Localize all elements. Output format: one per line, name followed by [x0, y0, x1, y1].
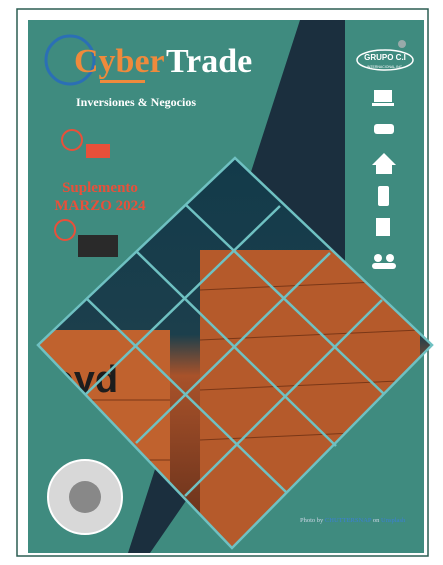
- icon-column: [372, 90, 396, 269]
- logo-name: GRUPO C.I: [364, 53, 406, 62]
- credit-author: CHUTTERSNAP: [325, 517, 372, 524]
- credit-site: Unsplash: [381, 517, 406, 524]
- logo-sub: INTERNACIONAL INC.: [367, 65, 403, 69]
- grid-overlay: [36, 156, 434, 550]
- photo-credit: Photo by CHUTTERSNAP on Unsplash: [300, 517, 406, 524]
- supplement-line2: MARZO 2024: [54, 198, 146, 214]
- brand-second: Trade: [166, 43, 252, 80]
- logo-dot: [398, 40, 406, 48]
- credit-prefix: Photo by: [300, 517, 324, 524]
- logo-ring: [44, 34, 96, 86]
- credit-middle: on: [373, 517, 380, 524]
- brand-first: Cyber: [74, 43, 165, 80]
- supplement-line1: Suplemento: [62, 180, 138, 196]
- logo-oval: [356, 49, 414, 71]
- supplement-icons: [54, 129, 118, 257]
- underline: [100, 80, 145, 83]
- globe: [69, 481, 101, 513]
- frame: [16, 8, 429, 557]
- tagline: Inversiones & Negocios: [76, 95, 196, 109]
